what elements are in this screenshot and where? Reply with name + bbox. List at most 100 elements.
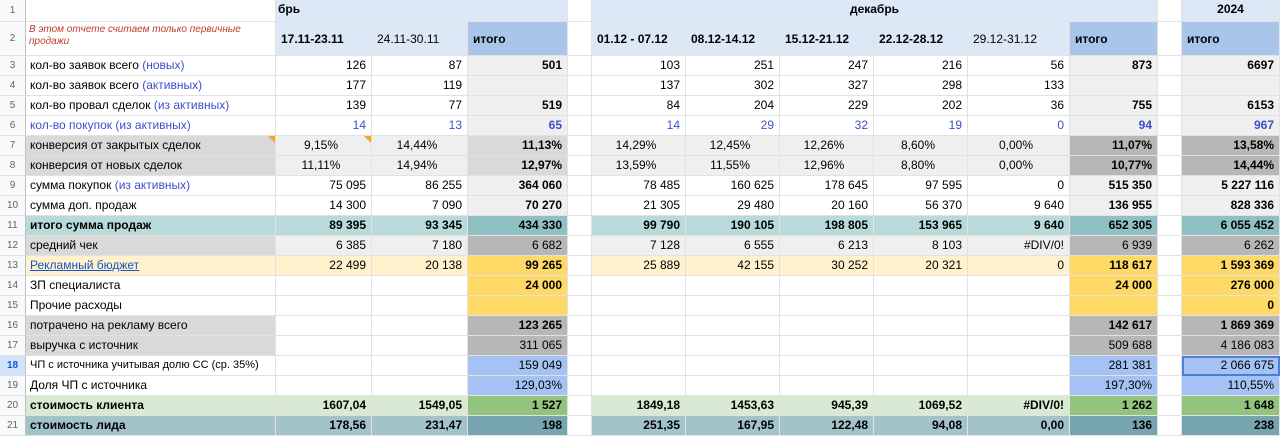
value-cell[interactable]: 519 — [468, 96, 568, 116]
row-label[interactable]: Рекламный бюджет — [26, 256, 276, 276]
comment-indicator-icon[interactable] — [268, 136, 275, 143]
value-cell[interactable]: 281 381 — [1070, 356, 1158, 376]
value-cell[interactable]: 24 000 — [1070, 276, 1158, 296]
value-cell[interactable]: 21 305 — [592, 196, 686, 216]
value-cell[interactable]: 11,55% — [686, 156, 780, 176]
value-cell[interactable]: 75 095 — [276, 176, 372, 196]
value-cell[interactable]: 311 065 — [468, 336, 568, 356]
value-cell[interactable]: 94 — [1070, 116, 1158, 136]
value-cell[interactable] — [592, 296, 686, 316]
value-cell[interactable]: 198 — [468, 416, 568, 436]
value-cell[interactable]: 178,56 — [276, 416, 372, 436]
value-cell[interactable]: 5 227 116 — [1182, 176, 1280, 196]
value-cell[interactable] — [592, 356, 686, 376]
value-cell[interactable]: 14,44% — [372, 136, 468, 156]
month-header-november[interactable]: брь — [276, 0, 568, 22]
value-cell[interactable] — [1182, 76, 1280, 96]
value-cell[interactable]: 8,80% — [874, 156, 968, 176]
value-cell[interactable]: 7 128 — [592, 236, 686, 256]
value-cell[interactable] — [372, 356, 468, 376]
row-number[interactable]: 6 — [0, 116, 26, 136]
value-cell[interactable]: 160 625 — [686, 176, 780, 196]
row-number[interactable]: 8 — [0, 156, 26, 176]
value-cell[interactable] — [874, 376, 968, 396]
row-label[interactable]: стоимость лида — [26, 416, 276, 436]
value-cell[interactable]: 197,30% — [1070, 376, 1158, 396]
value-cell[interactable] — [372, 296, 468, 316]
value-cell[interactable] — [276, 356, 372, 376]
value-cell[interactable] — [1070, 296, 1158, 316]
value-cell[interactable] — [592, 276, 686, 296]
value-cell[interactable]: #DIV/0! — [968, 396, 1070, 416]
row-label[interactable]: итого сумма продаж — [26, 216, 276, 236]
value-cell[interactable] — [968, 376, 1070, 396]
period-header[interactable]: итого — [468, 22, 568, 56]
value-cell[interactable]: 133 — [968, 76, 1070, 96]
value-cell[interactable]: 20 321 — [874, 256, 968, 276]
period-header[interactable]: 24.11-30.11 — [372, 22, 468, 56]
value-cell[interactable]: 11,11% — [276, 156, 372, 176]
value-cell[interactable] — [276, 316, 372, 336]
value-cell[interactable]: 6 213 — [780, 236, 874, 256]
value-cell[interactable]: 251 — [686, 56, 780, 76]
value-cell[interactable]: 967 — [1182, 116, 1280, 136]
row-number[interactable]: 21 — [0, 416, 26, 436]
value-cell[interactable]: 4 186 083 — [1182, 336, 1280, 356]
value-cell[interactable] — [468, 296, 568, 316]
value-cell[interactable]: 6 055 452 — [1182, 216, 1280, 236]
value-cell[interactable] — [968, 336, 1070, 356]
value-cell[interactable] — [372, 276, 468, 296]
value-cell[interactable]: 142 617 — [1070, 316, 1158, 336]
value-cell[interactable]: 9 640 — [968, 196, 1070, 216]
value-cell[interactable]: 1 593 369 — [1182, 256, 1280, 276]
value-cell[interactable]: 1607,04 — [276, 396, 372, 416]
value-cell[interactable]: #DIV/0! — [968, 236, 1070, 256]
value-cell[interactable]: 159 049 — [468, 356, 568, 376]
value-cell[interactable] — [780, 376, 874, 396]
value-cell[interactable]: 8 103 — [874, 236, 968, 256]
row-number[interactable]: 16 — [0, 316, 26, 336]
row-label[interactable]: ЗП специалиста — [26, 276, 276, 296]
row-label[interactable]: сумма покупок (из активных) — [26, 176, 276, 196]
value-cell[interactable]: 12,97% — [468, 156, 568, 176]
value-cell[interactable]: 1 648 — [1182, 396, 1280, 416]
value-cell[interactable]: 126 — [276, 56, 372, 76]
value-cell[interactable] — [874, 316, 968, 336]
value-cell[interactable]: 2 066 675 — [1182, 356, 1280, 376]
value-cell[interactable]: 945,39 — [780, 396, 874, 416]
row-number[interactable]: 20 — [0, 396, 26, 416]
value-cell[interactable]: 204 — [686, 96, 780, 116]
value-cell[interactable]: 99 265 — [468, 256, 568, 276]
value-cell[interactable]: 0,00 — [968, 416, 1070, 436]
value-cell[interactable]: 9 640 — [968, 216, 1070, 236]
row-label[interactable]: Доля ЧП с источника — [26, 376, 276, 396]
value-cell[interactable]: 87 — [372, 56, 468, 76]
value-cell[interactable]: 14,29% — [592, 136, 686, 156]
value-cell[interactable] — [686, 356, 780, 376]
value-cell[interactable]: 190 105 — [686, 216, 780, 236]
value-cell[interactable]: 501 — [468, 56, 568, 76]
value-cell[interactable]: 13,59% — [592, 156, 686, 176]
value-cell[interactable]: 12,96% — [780, 156, 874, 176]
value-cell[interactable]: 178 645 — [780, 176, 874, 196]
value-cell[interactable]: 1 527 — [468, 396, 568, 416]
value-cell[interactable]: 828 336 — [1182, 196, 1280, 216]
row-number[interactable]: 2 — [0, 22, 26, 56]
value-cell[interactable]: 56 370 — [874, 196, 968, 216]
value-cell[interactable] — [1070, 76, 1158, 96]
period-header[interactable]: итого — [1070, 22, 1158, 56]
value-cell[interactable] — [780, 296, 874, 316]
value-cell[interactable] — [780, 336, 874, 356]
value-cell[interactable]: 1 869 369 — [1182, 316, 1280, 336]
value-cell[interactable] — [372, 336, 468, 356]
value-cell[interactable] — [276, 296, 372, 316]
value-cell[interactable] — [592, 316, 686, 336]
value-cell[interactable]: 6 939 — [1070, 236, 1158, 256]
value-cell[interactable]: 229 — [780, 96, 874, 116]
value-cell[interactable]: 122,48 — [780, 416, 874, 436]
value-cell[interactable]: 10,77% — [1070, 156, 1158, 176]
value-cell[interactable]: 6697 — [1182, 56, 1280, 76]
value-cell[interactable]: 14,94% — [372, 156, 468, 176]
row-label[interactable]: кол-во покупок (из активных) — [26, 116, 276, 136]
